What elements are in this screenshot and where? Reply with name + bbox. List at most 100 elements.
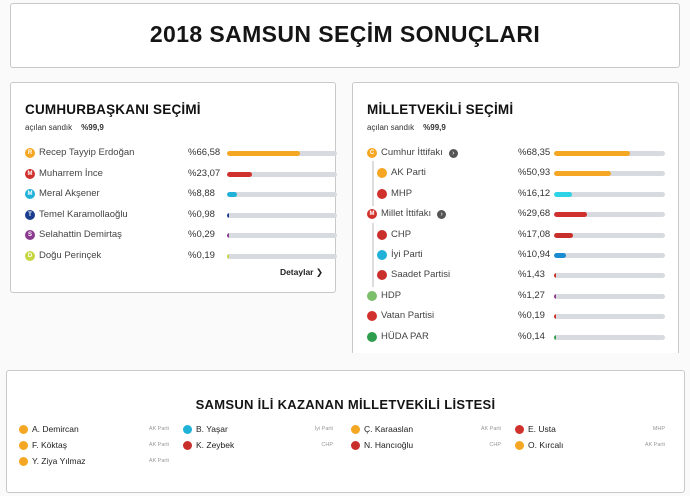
- candidate-row[interactable]: M Muharrem İnce %23,07: [25, 167, 337, 188]
- party-row[interactable]: AK Parti %50,93: [367, 161, 670, 187]
- candidate-avatar-icon: S: [25, 230, 35, 240]
- party-row[interactable]: Vatan Partisi %0,19: [367, 310, 670, 330]
- mp-name: Y. Ziya Yılmaz: [32, 456, 86, 466]
- iyi-parti-logo-icon: [377, 250, 387, 260]
- party-logo-icon: [183, 425, 192, 434]
- vote-bar-fill: [554, 334, 556, 340]
- parliament-section-title: MİLLETVEKİLİ SEÇİMİ: [367, 102, 514, 117]
- candidate-row[interactable]: D Doğu Perinçek %0,19: [25, 249, 337, 270]
- party-percent: %0,19: [518, 310, 545, 322]
- candidate-percent: %0,29: [188, 229, 215, 240]
- party-logo-icon: [19, 425, 28, 434]
- party-percent: %68,35: [518, 147, 551, 158]
- vote-bar: [554, 273, 665, 279]
- party-logo-icon: [19, 441, 28, 450]
- vote-bar-fill: [227, 233, 229, 238]
- party-row[interactable]: Saadet Partisi %1,43: [367, 263, 670, 289]
- mp-party: AK Parti: [148, 458, 169, 464]
- party-name: Cumhur İttifakı ›: [381, 147, 458, 159]
- ak-parti-logo-icon: [377, 168, 387, 179]
- vote-bar: [554, 171, 665, 177]
- mp-party: İyi Parti: [314, 426, 333, 432]
- mp-name: N. Hancıoğlu: [364, 440, 414, 450]
- mp-party: CHP: [489, 442, 501, 448]
- alliance-m-icon: M: [367, 209, 377, 220]
- party-row[interactable]: CHP %17,08: [367, 222, 670, 249]
- mp-list-title: SAMSUN İLİ KAZANAN MİLLETVEKİLİ LİSTESİ: [195, 397, 496, 412]
- vatan-logo-icon: [367, 311, 377, 322]
- mp-party: CHP: [321, 442, 333, 448]
- party-name: MHP: [391, 187, 413, 199]
- vote-bar: [227, 192, 337, 197]
- mhp-logo-icon: [377, 188, 387, 199]
- mp-list-item[interactable]: N. Hancıoğlu CHP: [351, 440, 501, 452]
- party-percent: %1,43: [518, 269, 545, 281]
- vote-bar: [554, 151, 665, 156]
- vote-bar-fill: [227, 151, 301, 156]
- vote-bar: [227, 151, 337, 156]
- details-link[interactable]: Detaylar ❯: [280, 267, 323, 278]
- vote-bar: [554, 232, 665, 238]
- vote-bar: [227, 212, 337, 218]
- ballot-box-status: açılan sandık %99,9: [367, 123, 446, 132]
- presidential-section-title: CUMHURBAŞKANI SEÇİMİ: [25, 102, 201, 117]
- ballot-box-percent: %99,9: [81, 123, 104, 132]
- vote-bar-fill: [227, 192, 237, 197]
- candidate-row[interactable]: M Meral Akşener %8,88: [25, 188, 337, 208]
- candidate-name: Doğu Perinçek: [39, 249, 102, 261]
- mp-list-item[interactable]: O. Kırcalı AK Parti: [515, 440, 665, 452]
- presidential-results-card: CUMHURBAŞKANI SEÇİMİ açılan sandık %99,9 …: [10, 82, 337, 293]
- mp-list-item[interactable]: Ç. Karaaslan AK Parti: [351, 424, 501, 436]
- vote-bar-fill: [554, 232, 573, 238]
- mp-party: AK Parti: [480, 426, 501, 432]
- mp-name: O. Kırcalı: [528, 440, 564, 450]
- candidate-avatar-icon: D: [25, 250, 35, 261]
- party-row[interactable]: HDP %1,27: [367, 290, 670, 310]
- info-icon[interactable]: ›: [448, 149, 458, 158]
- candidate-name: Muharrem İnce: [39, 167, 103, 179]
- vote-bar: [554, 212, 665, 218]
- party-row[interactable]: HÜDA PAR %0,14: [367, 331, 670, 351]
- mp-name: B. Yaşar: [196, 424, 228, 434]
- mp-name: K. Zeybek: [196, 440, 235, 450]
- elected-mp-list-card: SAMSUN İLİ KAZANAN MİLLETVEKİLİ LİSTESİ …: [6, 370, 685, 493]
- candidate-row[interactable]: R Recep Tayyip Erdoğan %66,58: [25, 147, 337, 167]
- vote-bar-fill: [554, 212, 587, 218]
- details-label: Detaylar: [279, 267, 314, 277]
- candidate-row[interactable]: T Temel Karamollaoğlu %0,98: [25, 209, 337, 229]
- alliance-connector-line: [372, 263, 374, 288]
- vote-bar: [227, 171, 337, 177]
- party-name: Millet İttifakı ›: [381, 208, 447, 220]
- mp-list-item[interactable]: Y. Ziya Yılmaz AK Parti: [19, 456, 169, 468]
- header-banner: 2018 SAMSUN SEÇİM SONUÇLARI: [10, 3, 680, 68]
- candidate-name: Meral Akşener: [39, 188, 100, 199]
- vote-bar-fill: [554, 273, 556, 279]
- party-percent: %10,94: [518, 249, 551, 260]
- mp-list-item[interactable]: A. Demircan AK Parti: [19, 424, 169, 436]
- mp-list-item[interactable]: F. Köktaş AK Parti: [19, 440, 169, 452]
- vote-bar-fill: [554, 191, 572, 197]
- info-icon[interactable]: ›: [437, 210, 447, 220]
- alliance-row[interactable]: C Cumhur İttifakı › %68,35: [367, 147, 670, 167]
- chp-logo-icon: [377, 229, 387, 240]
- party-row[interactable]: MHP %16,12: [367, 181, 670, 208]
- alliance-connector-line: [372, 161, 374, 186]
- vote-bar-fill: [227, 171, 253, 177]
- mp-list-item[interactable]: E. Usta MHP: [515, 424, 665, 436]
- alliance-row[interactable]: M Millet İttifakı › %29,68: [367, 208, 670, 228]
- vote-bar-fill: [227, 212, 229, 218]
- vote-bar: [554, 293, 665, 299]
- vote-bar-fill: [554, 151, 630, 156]
- mp-list-item[interactable]: K. Zeybek CHP: [183, 440, 333, 452]
- ballot-box-label: açılan sandık: [25, 123, 73, 132]
- candidate-avatar-icon: M: [25, 189, 35, 199]
- mp-party: AK Parti: [644, 442, 665, 448]
- alliance-connector-line: [372, 181, 374, 206]
- party-percent: %29,68: [518, 208, 551, 220]
- candidate-row[interactable]: S Selahattin Demirtaş %0,29: [25, 229, 337, 249]
- candidate-percent: %66,58: [188, 147, 221, 158]
- mp-list-item[interactable]: B. Yaşar İyi Parti: [183, 424, 333, 436]
- party-name: HDP: [381, 289, 402, 301]
- mp-party: AK Parti: [148, 442, 169, 448]
- party-row[interactable]: İyi Parti %10,94: [367, 243, 670, 269]
